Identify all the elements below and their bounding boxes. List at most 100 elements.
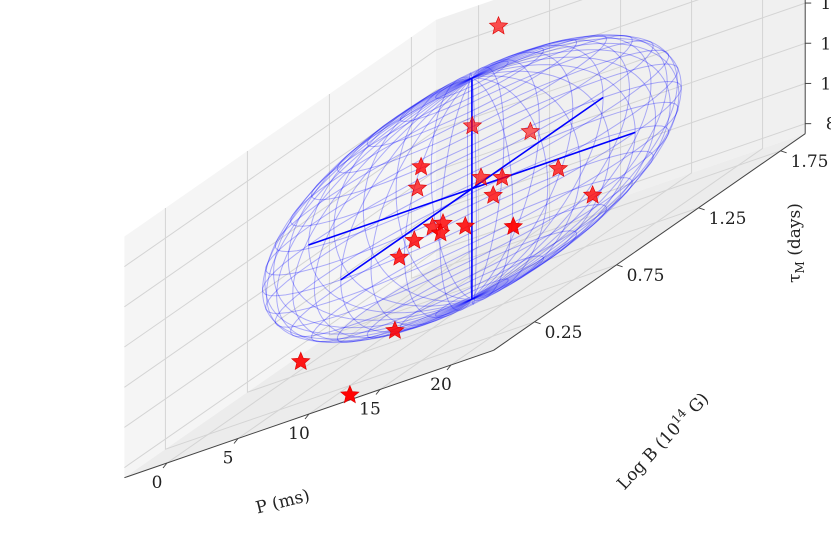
wireframe-parallel xyxy=(366,38,577,148)
x-tick-mark xyxy=(375,389,381,395)
wireframe-parallel xyxy=(399,255,545,330)
x-tick-mark xyxy=(233,438,239,444)
axis-lines xyxy=(124,0,812,479)
wireframe-meridian xyxy=(340,77,473,333)
data-point-star xyxy=(340,384,360,404)
data-point-star xyxy=(389,247,410,266)
wireframe-parallel xyxy=(265,101,679,314)
side-pane xyxy=(124,19,437,478)
data-point-star xyxy=(548,158,569,177)
data-point-star xyxy=(411,156,431,176)
data-point-star xyxy=(503,216,524,235)
grid-line-y xyxy=(410,37,781,279)
wireframe-meridian xyxy=(362,77,473,302)
grid-line-x xyxy=(308,0,622,415)
data-point-star xyxy=(407,177,428,197)
wireframe-parallel xyxy=(290,150,654,338)
z-tick-label: 14 xyxy=(820,0,831,14)
grid-line-z xyxy=(124,0,700,308)
grid-line-z xyxy=(124,2,806,348)
y-tick-mark xyxy=(616,264,623,268)
data-point-star xyxy=(488,15,509,35)
data-point-star xyxy=(455,216,476,235)
wireframe-meridian xyxy=(466,72,473,300)
x-tick-mark xyxy=(162,462,168,469)
grid-line-x xyxy=(237,0,551,439)
wireframe-meridian xyxy=(370,77,473,326)
grid-line-y xyxy=(164,208,535,450)
data-point-star xyxy=(430,222,451,242)
x-tick-mark xyxy=(446,364,452,371)
y-tick-mark xyxy=(534,321,541,325)
wireframe-meridian xyxy=(439,77,473,311)
grid-line-y xyxy=(246,151,617,393)
y-axis-line xyxy=(493,133,806,351)
wireframe-parallel xyxy=(274,125,670,328)
wireframe-meridian xyxy=(471,78,477,305)
y-axis-label: Log B (1014 G) xyxy=(611,387,713,494)
y-tick-label: 1.25 xyxy=(709,209,747,229)
data-point-star xyxy=(492,167,512,186)
wireframe-meridian xyxy=(471,77,514,301)
grid-line-z xyxy=(124,83,806,428)
wireframe-parallel xyxy=(435,278,509,317)
wireframe-meridian xyxy=(471,42,680,300)
data-point-star xyxy=(462,115,483,135)
wireframe-meridian xyxy=(430,76,473,300)
grid-line-y xyxy=(328,94,699,336)
wireframe-parallel xyxy=(399,47,545,122)
x-axis-label: P (ms) xyxy=(254,486,312,519)
z-axis-label: τM (days) xyxy=(785,203,807,283)
wireframe-meridian xyxy=(261,77,473,340)
wireframe-meridian xyxy=(333,77,473,307)
grid-line-x xyxy=(450,0,764,366)
y-tick-label: 1.75 xyxy=(791,152,829,172)
wireframe-meridian xyxy=(471,34,668,300)
grid-line-x xyxy=(166,5,480,464)
y-tick-label: 0.25 xyxy=(545,323,583,343)
x-tick-label: 0 xyxy=(152,473,163,493)
wireframe-meridian xyxy=(471,49,671,300)
wireframe-parallel xyxy=(336,34,607,174)
wireframe-meridian xyxy=(471,59,540,300)
x-tick-label: 10 xyxy=(288,424,310,444)
grid-lines xyxy=(124,0,806,469)
x-tick-mark xyxy=(304,413,310,420)
z-tick-label: 10 xyxy=(820,74,831,94)
grid-line-z xyxy=(124,0,583,268)
wireframe-meridian xyxy=(471,56,657,300)
wireframe-meridian xyxy=(471,64,636,300)
wireframe-parallel xyxy=(311,34,633,201)
wireframe-parallel xyxy=(290,40,654,227)
wireframe-meridian xyxy=(273,77,473,329)
grid-line-x xyxy=(379,0,693,390)
wireframe-meridian xyxy=(471,77,549,300)
y-tick-mark xyxy=(698,207,705,211)
data-point-star xyxy=(404,230,425,249)
wireframe-meridian xyxy=(471,35,678,300)
y-tick-label: 0.75 xyxy=(627,266,665,286)
wireframe-meridian xyxy=(471,35,652,300)
wireframe-meridian xyxy=(471,66,505,300)
data-point-star xyxy=(520,121,541,141)
wireframe-meridian xyxy=(471,39,631,300)
data-point-star xyxy=(385,320,405,339)
x-tick-label: 5 xyxy=(223,449,234,469)
z-label-rest: (days) xyxy=(785,203,805,261)
z-tick-label: 12 xyxy=(820,34,831,54)
x-tick-label: 20 xyxy=(430,375,452,395)
data-point-star xyxy=(290,351,311,371)
data-point-star xyxy=(582,185,603,204)
wireframe-meridian xyxy=(471,37,682,300)
wireframe-meridian xyxy=(276,77,473,344)
wireframe-meridian xyxy=(264,77,473,335)
wireframe-meridian xyxy=(395,77,472,300)
wireframe-meridian xyxy=(471,51,574,300)
data-points xyxy=(290,15,603,404)
wireframe-meridian xyxy=(287,77,473,321)
ellipsoid-principal-axes xyxy=(308,78,636,300)
wireframe-meridian xyxy=(471,70,611,300)
